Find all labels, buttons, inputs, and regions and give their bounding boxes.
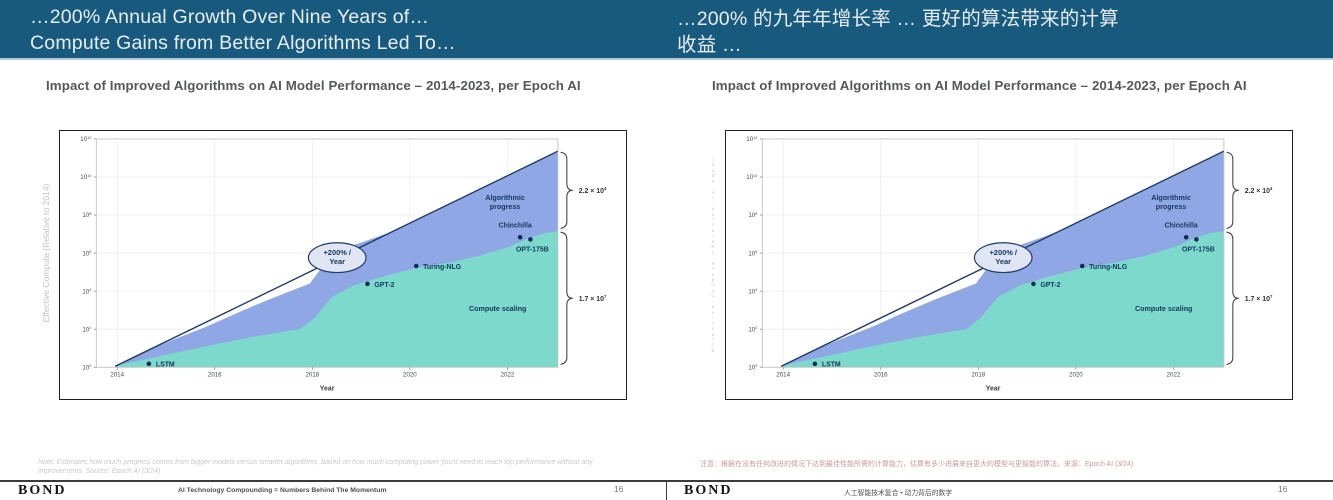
svg-text:progress: progress bbox=[490, 203, 521, 211]
footer-divider bbox=[666, 480, 667, 500]
svg-text:1012: 1012 bbox=[80, 136, 91, 143]
svg-text:2014: 2014 bbox=[110, 372, 124, 379]
y-axis-label-left: Effective Compute (Relative to 2014) bbox=[41, 183, 51, 323]
svg-text:Chinchilla: Chinchilla bbox=[499, 222, 532, 229]
svg-text:Compute scaling: Compute scaling bbox=[1135, 305, 1192, 313]
svg-text:102: 102 bbox=[748, 326, 757, 333]
chart-left: Algorithmic progress Compute scaling +200% … bbox=[59, 130, 627, 400]
svg-text:GPT-2: GPT-2 bbox=[1040, 282, 1060, 289]
svg-text:Year: Year bbox=[986, 386, 1001, 393]
source-note-right: 注意：根据在没有任何改进的情况下达到最佳性能所需的计算能力，估算有多少进展来自更… bbox=[700, 461, 1134, 468]
svg-text:2.2 × 104: 2.2 × 104 bbox=[579, 186, 607, 195]
footer-title-right: 人工智能技术复合 • 动力背后的数字 bbox=[844, 490, 953, 497]
chart-title-left: Impact of Improved Algorithms on AI Mode… bbox=[46, 78, 581, 93]
svg-text:102: 102 bbox=[82, 326, 91, 333]
svg-text:106: 106 bbox=[82, 250, 91, 257]
svg-text:1012: 1012 bbox=[746, 136, 757, 143]
svg-text:2014: 2014 bbox=[776, 372, 790, 379]
svg-text:108: 108 bbox=[748, 212, 757, 219]
svg-text:LSTM: LSTM bbox=[822, 361, 841, 368]
header-bar: …200% Annual Growth Over Nine Years of… … bbox=[0, 0, 1333, 60]
svg-text:OPT-175B: OPT-175B bbox=[516, 246, 549, 253]
svg-text:108: 108 bbox=[82, 212, 91, 219]
chart-title-right: Impact of Improved Algorithms on AI Mode… bbox=[712, 78, 1247, 93]
svg-text:LSTM: LSTM bbox=[156, 361, 175, 368]
svg-text:2022: 2022 bbox=[1167, 372, 1181, 379]
svg-text:100: 100 bbox=[748, 364, 757, 371]
svg-text:Compute scaling: Compute scaling bbox=[469, 305, 526, 313]
svg-text:Year: Year bbox=[320, 386, 335, 393]
y-axis-label-right-stacked: ) 4 1 0 2 o t e v i t a l e R ( e t u p … bbox=[711, 157, 715, 353]
svg-text:1.7 × 107: 1.7 × 107 bbox=[1245, 294, 1273, 303]
svg-text:Chinchilla: Chinchilla bbox=[1165, 222, 1198, 229]
footer-title-left: AI Technology Compounding = Numbers Behi… bbox=[178, 487, 387, 494]
svg-text:1010: 1010 bbox=[746, 174, 757, 181]
source-note-left: Note: Estimates how much progress comes … bbox=[38, 459, 593, 475]
svg-text:104: 104 bbox=[82, 288, 91, 295]
svg-text:2.2 × 104: 2.2 × 104 bbox=[1245, 186, 1273, 195]
bond-logo-right: BOND bbox=[684, 483, 733, 498]
svg-text:2020: 2020 bbox=[1069, 372, 1083, 379]
svg-text:2018: 2018 bbox=[305, 372, 319, 379]
svg-text:1010: 1010 bbox=[80, 174, 91, 181]
svg-text:GPT-2: GPT-2 bbox=[374, 282, 394, 289]
svg-text:+200% /: +200% / bbox=[323, 248, 351, 257]
svg-text:Algorithmic: Algorithmic bbox=[485, 194, 525, 202]
svg-text:2016: 2016 bbox=[874, 372, 888, 379]
bond-logo-left: BOND bbox=[18, 483, 67, 498]
svg-text:2020: 2020 bbox=[403, 372, 417, 379]
svg-text:2022: 2022 bbox=[501, 372, 515, 379]
svg-text:106: 106 bbox=[748, 250, 757, 257]
header-title-chinese: …200% 的九年年增长率 … 更好的算法带来的计算收益 … bbox=[677, 8, 1119, 56]
svg-text:1.7 × 107: 1.7 × 107 bbox=[579, 294, 607, 303]
svg-text:2016: 2016 bbox=[208, 372, 222, 379]
svg-text:Algorithmic: Algorithmic bbox=[1151, 194, 1191, 202]
svg-text:Turing-NLG: Turing-NLG bbox=[423, 264, 461, 271]
svg-text:104: 104 bbox=[748, 288, 757, 295]
svg-text:OPT-175B: OPT-175B bbox=[1182, 246, 1215, 253]
svg-text:Turing-NLG: Turing-NLG bbox=[1089, 264, 1127, 271]
svg-text:Year: Year bbox=[329, 257, 345, 266]
chart-right: Algorithmic progress Compute scaling +200% … bbox=[725, 130, 1293, 400]
header-title-english: …200% Annual Growth Over Nine Years of… … bbox=[30, 6, 456, 54]
svg-text:progress: progress bbox=[1156, 203, 1187, 211]
svg-text:100: 100 bbox=[82, 364, 91, 371]
page-number-right: 16 bbox=[1278, 484, 1288, 494]
page-number-left: 16 bbox=[614, 484, 624, 494]
svg-text:Year: Year bbox=[995, 257, 1011, 266]
svg-text:2018: 2018 bbox=[971, 372, 985, 379]
svg-text:+200% /: +200% / bbox=[989, 248, 1017, 257]
